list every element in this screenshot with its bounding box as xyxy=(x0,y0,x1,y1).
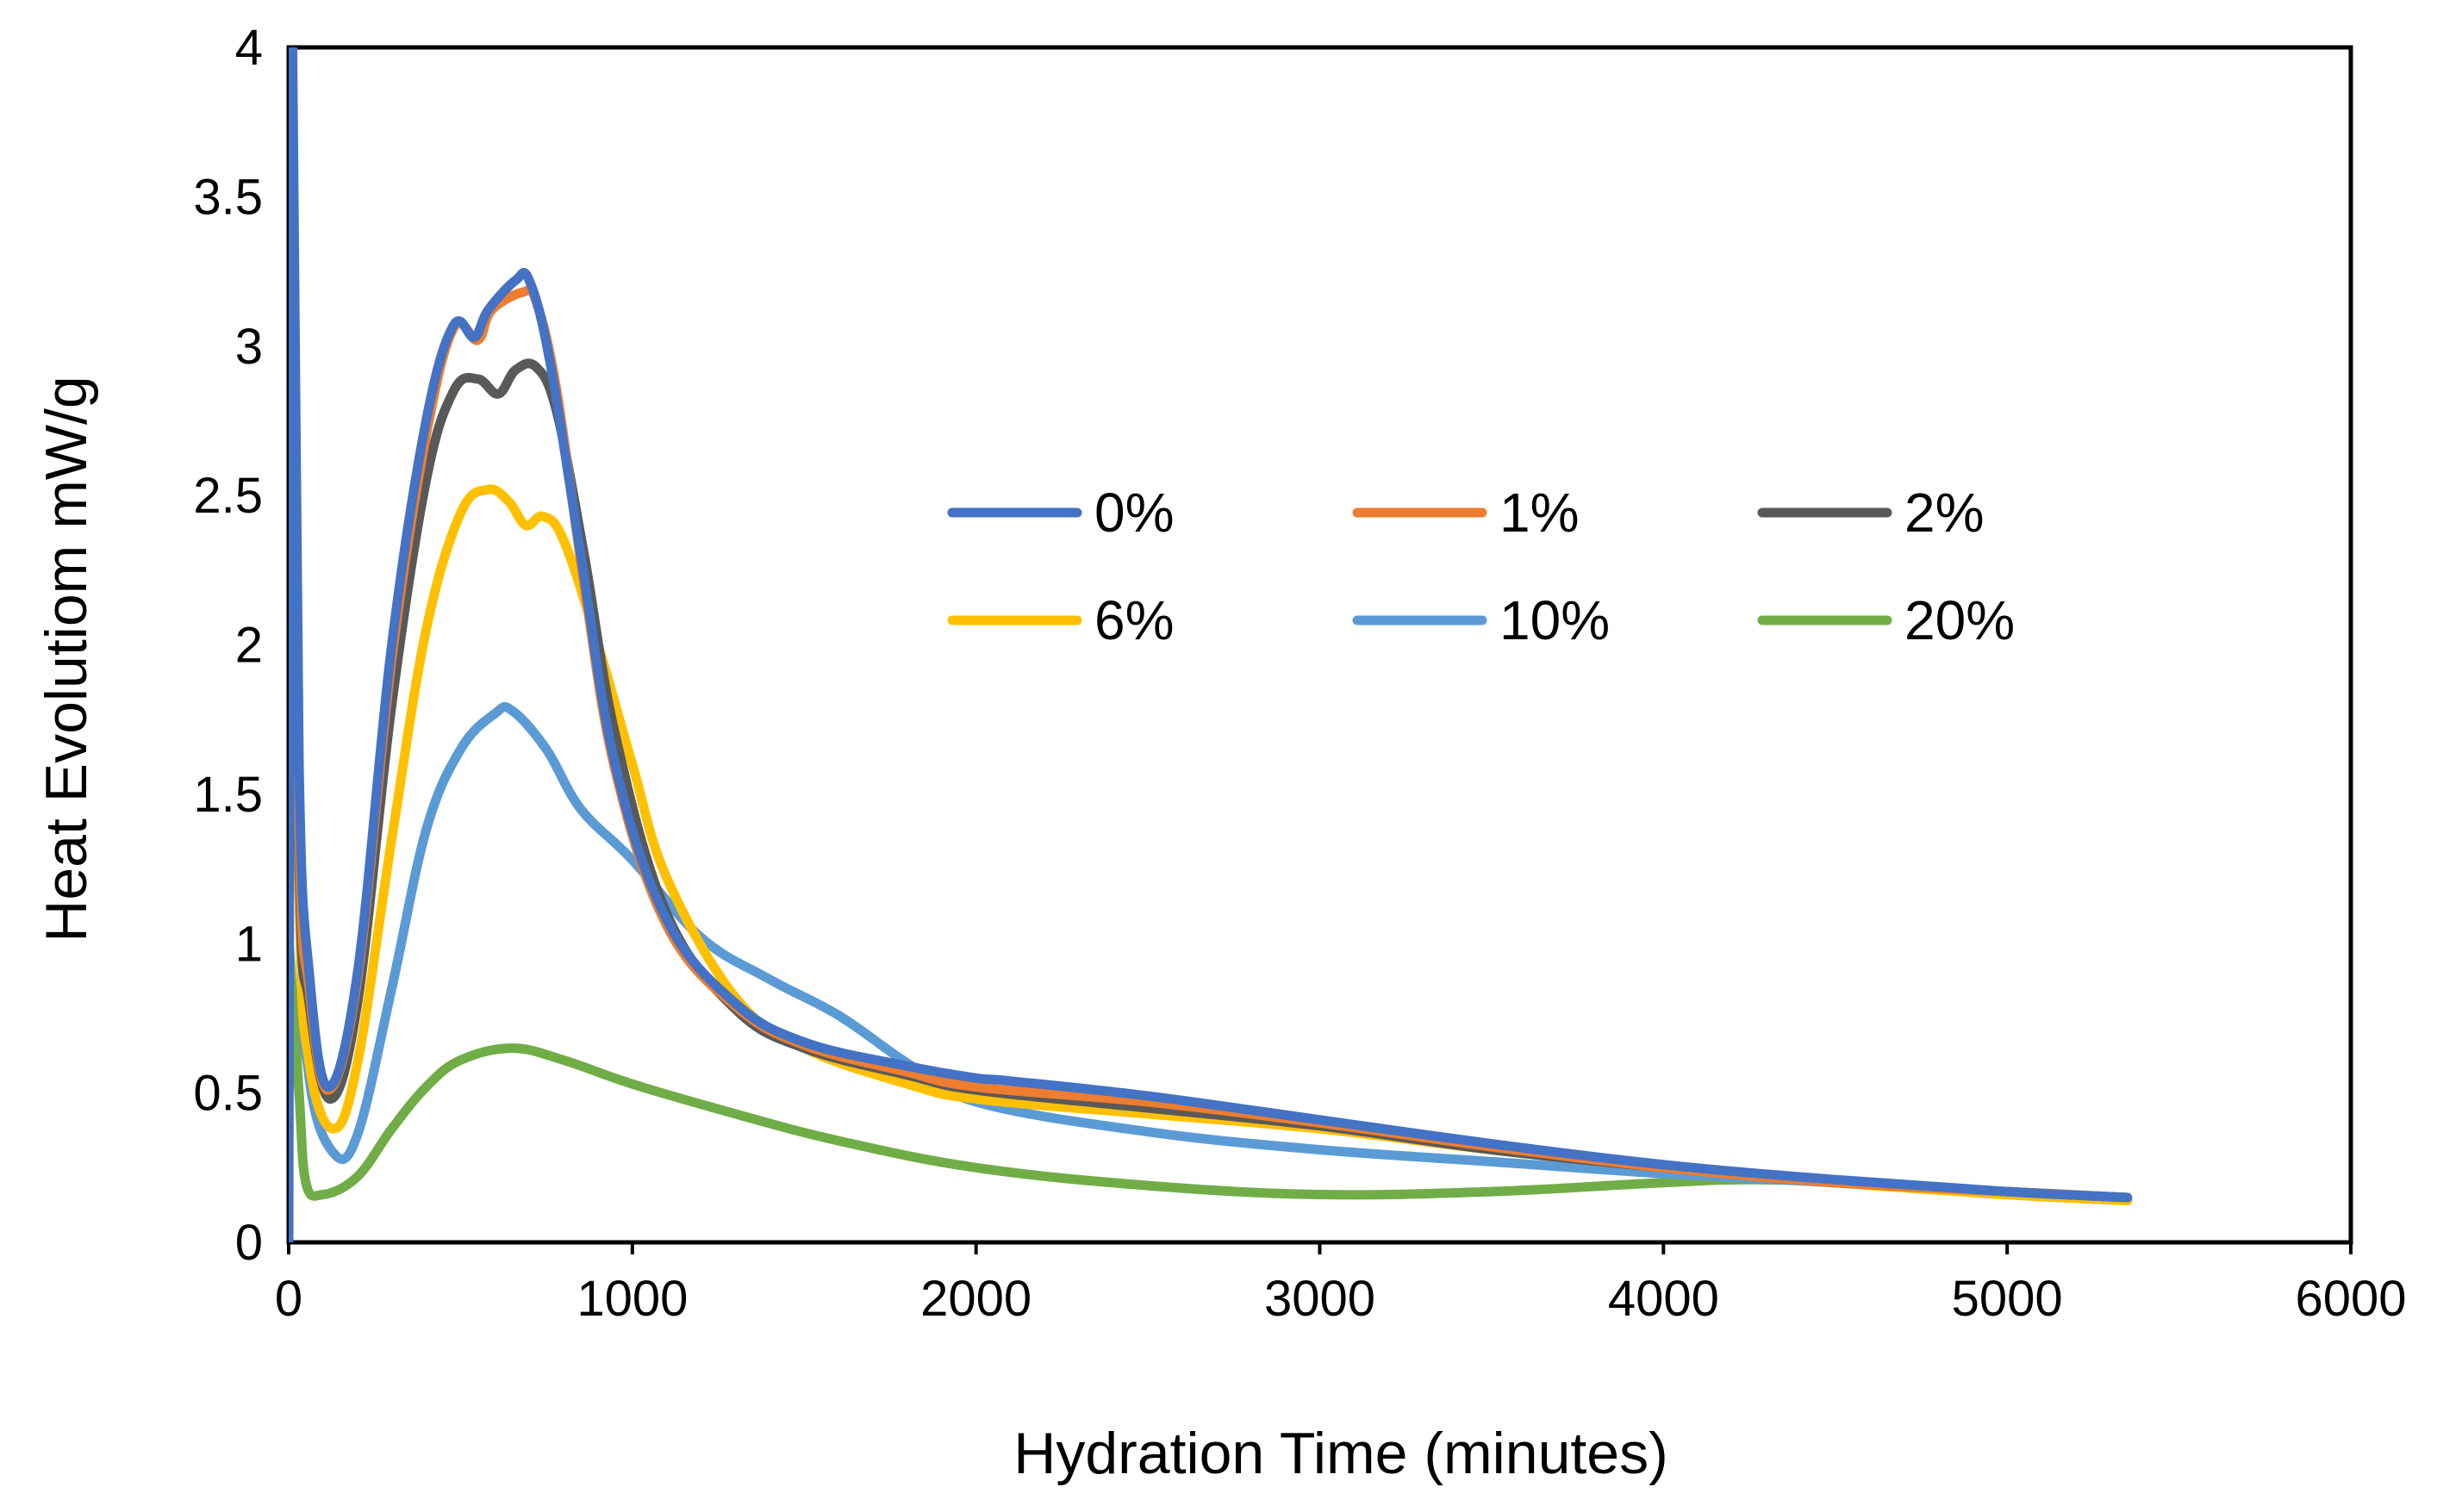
x-axis-ticks: 0 1000 2000 3000 4000 5000 6000 xyxy=(275,1242,2407,1327)
legend-item: 1% xyxy=(1352,482,1580,544)
y-tick-label: 3 xyxy=(235,319,263,375)
x-tick-label: 5000 xyxy=(1952,1271,2063,1327)
y-tick-label: 2 xyxy=(235,618,263,674)
legend-item: 10% xyxy=(1352,589,1610,651)
legend-item: 6% xyxy=(947,589,1175,651)
series-line-20pct xyxy=(289,932,2133,1205)
y-tick-label: 1.5 xyxy=(193,767,263,823)
y-tick-label: 0.5 xyxy=(193,1066,263,1122)
legend-label: 1% xyxy=(1499,482,1580,544)
y-tick-label: 1 xyxy=(235,916,263,972)
x-tick-label: 0 xyxy=(275,1271,302,1327)
x-tick-label: 1000 xyxy=(577,1271,688,1327)
legend-label: 20% xyxy=(1904,589,2015,651)
legend-label: 0% xyxy=(1094,482,1175,544)
series-line-2pct xyxy=(289,72,2133,1203)
y-tick-label: 4 xyxy=(235,20,263,76)
legend-label: 10% xyxy=(1499,589,1610,651)
legend-item: 20% xyxy=(1757,589,2015,651)
legend: 0% 1% 2% 6% 10% 20% xyxy=(947,482,2015,651)
y-tick-label: 2.5 xyxy=(193,468,263,524)
x-tick-label: 3000 xyxy=(1264,1271,1375,1327)
legend-label: 6% xyxy=(1094,589,1175,651)
legend-label: 2% xyxy=(1904,482,1985,544)
series-line-0pct xyxy=(289,47,2133,1242)
x-tick-label: 2000 xyxy=(920,1271,1032,1327)
x-tick-label: 6000 xyxy=(2295,1271,2406,1327)
y-axis-ticks: 0 0.5 1 1.5 2 2.5 3 3.5 4 xyxy=(193,20,263,1271)
series-line-6pct xyxy=(289,132,2133,1205)
x-axis-title: Hydration Time (minutes) xyxy=(1013,1421,1668,1486)
legend-item: 2% xyxy=(1757,482,1985,544)
series-line-10pct xyxy=(289,72,2133,1205)
y-tick-label: 3.5 xyxy=(193,169,263,225)
y-axis-title: Heat Evolutiom mW/g xyxy=(34,376,99,943)
legend-item: 0% xyxy=(947,482,1175,544)
y-tick-label: 0 xyxy=(235,1215,263,1271)
series-lines xyxy=(289,47,2133,1242)
x-tick-label: 4000 xyxy=(1608,1271,1719,1327)
